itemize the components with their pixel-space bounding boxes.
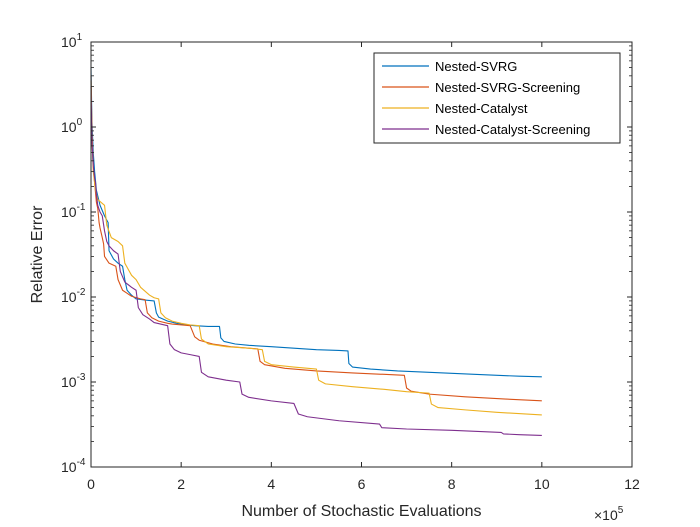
- x-tick-label: 2: [177, 476, 185, 492]
- y-tick-label: 100: [61, 117, 83, 135]
- x-tick-label: 10: [534, 476, 550, 492]
- series-line-nested-svrg: [90, 67, 542, 378]
- series-line-nested-catalyst-screening: [90, 86, 542, 437]
- x-axis-multiplier-base: ×10: [594, 507, 618, 523]
- y-tick-label: 10-3: [61, 372, 86, 390]
- x-axis-label: Number of Stochastic Evaluations: [241, 503, 481, 520]
- x-axis-multiplier: ×105: [594, 505, 624, 523]
- x-tick-label: 8: [448, 476, 456, 492]
- x-tick-label: 12: [624, 476, 640, 492]
- y-tick-label: 10-4: [61, 457, 86, 475]
- y-tick-label: 10-1: [61, 202, 86, 220]
- legend-box: [373, 52, 621, 144]
- x-tick-label: 6: [358, 476, 366, 492]
- legend-label-nested-svrg-screening: Nested-SVRG-Screening: [435, 80, 580, 95]
- legend-label-nested-catalyst: Nested-Catalyst: [435, 101, 528, 116]
- y-axis-label: Relative Error: [29, 205, 46, 303]
- x-tick-label: 4: [267, 476, 275, 492]
- legend-label-nested-catalyst-screening: Nested-Catalyst-Screening: [435, 122, 590, 137]
- legend-label-nested-svrg: Nested-SVRG: [435, 59, 517, 74]
- legend: Nested-SVRG Nested-SVRG-Screening Nested-C…: [373, 52, 621, 144]
- series-line-nested-svrg-screening: [90, 75, 542, 402]
- y-tick-label: 101: [61, 32, 83, 50]
- x-tick-label: 0: [87, 476, 95, 492]
- x-axis-multiplier-exponent: 5: [618, 505, 624, 516]
- y-tick-label: 10-2: [61, 287, 86, 305]
- series-line-nested-catalyst: [90, 80, 542, 416]
- ticks-layer: 0 2 4 6 8 10 12 10-4 10-3 10-2 10-1 100 101: [61, 32, 640, 492]
- series-layer: [90, 67, 542, 437]
